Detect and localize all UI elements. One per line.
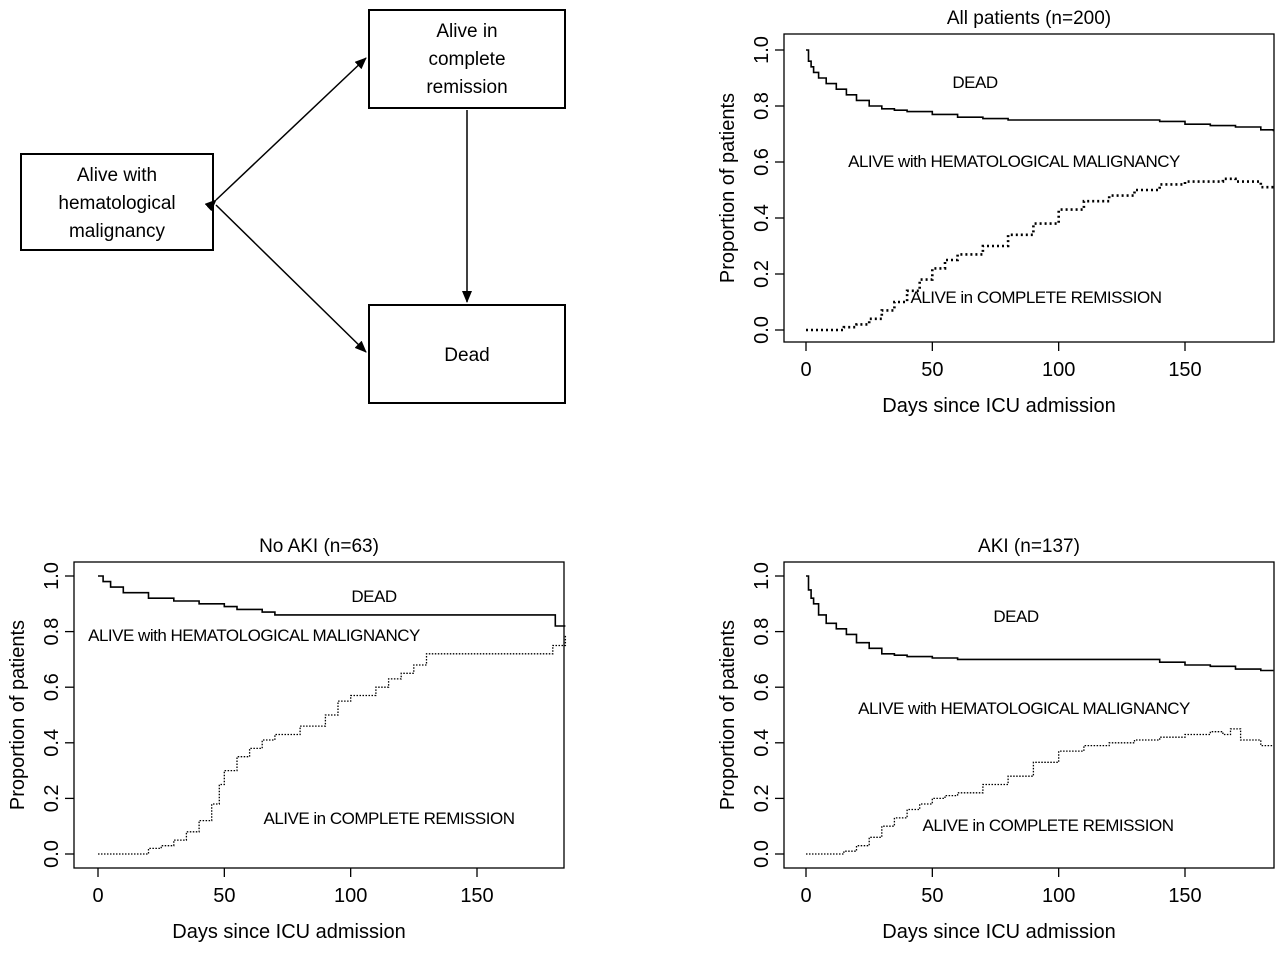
x-axis-label: Days since ICU admission [882,921,1115,943]
chart-no-aki: No AKI (n=63) 0 50 100 150 0.0 0.2 0.4 0.6 0.8 1.0… [0,526,570,958]
y-tick-label: 0.4 [41,729,63,757]
chart-aki: AKI (n=137) 0 50 100 150 0.0 0.2 0.4 0.6 0.8 1.0 Da… [710,526,1280,958]
transition-arrow [204,57,367,212]
x-tick-label: 100 [1042,359,1075,381]
x-axis-label: Days since ICU admission [172,921,405,943]
y-tick-label: 0.6 [751,148,773,176]
state-label-line: remission [426,77,507,98]
y-tick-label: 1.0 [751,36,773,64]
x-axis-label: Days since ICU admission [882,395,1115,417]
x-tick-label: 50 [921,359,943,381]
series-remission-line [806,177,1275,332]
x-tick-label: 100 [334,885,367,907]
series-dead-line [806,49,1275,132]
x-tick-label: 0 [92,885,103,907]
y-tick-label: 0.2 [751,784,773,812]
x-tick-label: 0 [800,885,811,907]
y-tick-label: 0.2 [41,784,63,812]
chart-all-patients: All patients (n=200) 0 50 100 150 0.0 0.2 0.4 0.… [710,0,1280,435]
region-label-malignancy: ALIVE with HEMATOLOGICAL MALIGNANCY [858,699,1190,718]
state-label-line: Alive with [77,165,157,186]
y-tick-label: 1.0 [41,562,63,590]
state-box-alive-remission: Alive in complete remission [368,9,566,109]
x-tick-label: 0 [800,359,811,381]
chart-title: AKI (n=137) [978,536,1080,557]
region-label-remission: ALIVE in COMPLETE REMISSION [922,816,1173,835]
x-tick-label: 50 [921,885,943,907]
y-axis-label: Proportion of patients [7,620,29,810]
x-tick-label: 50 [213,885,235,907]
y-tick-label: 0.4 [751,204,773,232]
plot-frame [783,33,1275,343]
y-tick-label: 0.8 [751,92,773,120]
region-label-malignancy: ALIVE with HEMATOLOGICAL MALIGNANCY [88,626,420,645]
state-diagram: Alive with hematological malignancy Aliv… [20,9,566,404]
region-label-dead: DEAD [993,607,1038,626]
y-tick-label: 1.0 [751,562,773,590]
chart-title: All patients (n=200) [947,8,1111,29]
x-tick-label: 150 [1168,359,1201,381]
chart-svg: No AKI (n=63) 0 50 100 150 0.0 0.2 0.4 0.6 0.8 1.0… [7,536,567,943]
x-tick-label: 150 [460,885,493,907]
region-label-malignancy: ALIVE with HEMATOLOGICAL MALIGNANCY [848,152,1180,171]
series-remission-line [98,634,567,855]
state-box-alive-malignancy: Alive with hematological malignancy [20,153,214,251]
state-label-line: hematological [58,193,175,214]
region-label-remission: ALIVE in COMPLETE REMISSION [910,288,1161,307]
y-tick-label: 0.0 [751,840,773,868]
series-remission-line [806,728,1274,855]
y-tick-label: 0.0 [41,840,63,868]
y-axis-label: Proportion of patients [717,620,739,810]
region-label-remission: ALIVE in COMPLETE REMISSION [263,809,514,828]
y-tick-label: 0.6 [751,673,773,701]
y-tick-label: 0.6 [41,673,63,701]
chart-title: No AKI (n=63) [259,536,379,557]
y-tick-label: 0.8 [751,618,773,646]
series-dead-line [98,575,566,627]
y-tick-label: 0.2 [751,260,773,288]
state-label-line: Dead [444,345,489,366]
region-label-dead: DEAD [952,73,997,92]
plot-frame [783,561,1275,869]
y-tick-label: 0.8 [41,618,63,646]
plot-frame [73,561,565,869]
chart-svg: All patients (n=200) 0 50 100 150 0.0 0.2 0.4 0.… [717,8,1275,417]
state-label-line: Alive in [436,21,497,42]
state-box-dead: Dead [368,304,566,404]
state-label-line: malignancy [69,221,166,242]
x-tick-label: 100 [1042,885,1075,907]
x-tick-label: 150 [1168,885,1201,907]
transition-arrow [215,204,367,353]
state-label-line: complete [428,49,505,70]
region-label-dead: DEAD [351,587,396,606]
y-axis-label: Proportion of patients [717,93,739,283]
y-tick-label: 0.4 [751,729,773,757]
series-dead-line [806,575,1274,672]
chart-svg: AKI (n=137) 0 50 100 150 0.0 0.2 0.4 0.6 0.8 1.0 Da… [717,536,1275,943]
y-tick-label: 0.0 [751,316,773,344]
